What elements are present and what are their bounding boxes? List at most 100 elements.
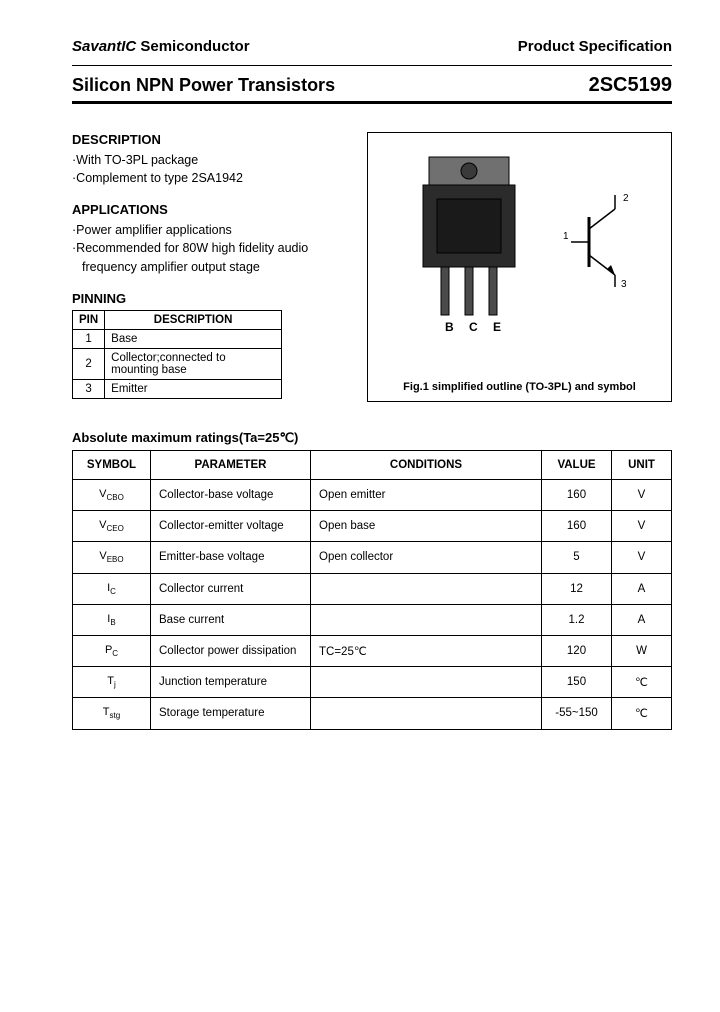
pin-2: 2 — [73, 348, 105, 379]
rating-unit: ℃ — [612, 667, 672, 698]
sym-label-3: 3 — [621, 279, 627, 290]
rating-unit: A — [612, 604, 672, 635]
pin-3: 3 — [73, 379, 105, 398]
rating-parameter: Collector-emitter voltage — [151, 511, 311, 542]
rating-value: 150 — [542, 667, 612, 698]
table-row: TjJunction temperature 150℃ — [73, 667, 672, 698]
rating-symbol: PC — [73, 635, 151, 666]
rating-conditions — [311, 604, 542, 635]
table-row: SYMBOL PARAMETER CONDITIONS VALUE UNIT — [73, 451, 672, 480]
upper-section: DESCRIPTION ·With TO-3PL package ·Comple… — [72, 132, 672, 402]
ratings-head: Absolute maximum ratings(Ta=25℃) — [72, 430, 672, 446]
rating-symbol: IC — [73, 573, 151, 604]
table-row: VEBOEmitter-base voltageOpen collector5V — [73, 542, 672, 573]
pin-3-desc: Emitter — [105, 379, 282, 398]
upper-left: DESCRIPTION ·With TO-3PL package ·Comple… — [72, 132, 349, 402]
figure-area: B C E 2 1 3 — [399, 147, 641, 337]
sym-label-1: 1 — [563, 231, 569, 242]
pin-2-desc: Collector;connected to mounting base — [105, 348, 282, 379]
rating-symbol: VCEO — [73, 511, 151, 542]
rating-parameter: Collector-base voltage — [151, 480, 311, 511]
col-conditions: CONDITIONS — [311, 451, 542, 480]
col-value: VALUE — [542, 451, 612, 480]
doc-title: Silicon NPN Power Transistors — [72, 75, 335, 96]
pin-label-b: B — [445, 320, 454, 334]
pin-1: 1 — [73, 329, 105, 348]
transistor-symbol-icon: 2 1 3 — [561, 187, 641, 297]
table-row: VCBOCollector-base voltageOpen emitter16… — [73, 480, 672, 511]
rating-symbol: Tj — [73, 667, 151, 698]
pinning-table: PIN DESCRIPTION 1 Base 2 Collector;conne… — [72, 310, 282, 399]
title-row: Silicon NPN Power Transistors 2SC5199 — [72, 74, 672, 97]
rating-unit: W — [612, 635, 672, 666]
table-row: 1 Base — [73, 329, 282, 348]
rating-conditions: Open base — [311, 511, 542, 542]
rating-unit: ℃ — [612, 698, 672, 729]
rating-value: 1.2 — [542, 604, 612, 635]
rating-symbol: VCBO — [73, 480, 151, 511]
rating-parameter: Collector current — [151, 573, 311, 604]
rating-unit: V — [612, 480, 672, 511]
table-row: IBBase current 1.2A — [73, 604, 672, 635]
rating-conditions: Open collector — [311, 542, 542, 573]
description-head: DESCRIPTION — [72, 132, 349, 147]
pin-label-c: C — [469, 320, 478, 334]
rating-unit: V — [612, 542, 672, 573]
ratings-table: SYMBOL PARAMETER CONDITIONS VALUE UNIT V… — [72, 450, 672, 730]
table-row: PCCollector power dissipationTC=25℃120W — [73, 635, 672, 666]
rating-value: -55~150 — [542, 698, 612, 729]
header-rule — [72, 65, 672, 66]
pin-1-desc: Base — [105, 329, 282, 348]
col-parameter: PARAMETER — [151, 451, 311, 480]
desc-item-1: ·Complement to type 2SA1942 — [72, 169, 349, 187]
part-number: 2SC5199 — [589, 74, 672, 97]
rating-conditions — [311, 698, 542, 729]
col-unit: UNIT — [612, 451, 672, 480]
rating-parameter: Collector power dissipation — [151, 635, 311, 666]
figure-caption: Fig.1 simplified outline (TO-3PL) and sy… — [403, 381, 636, 393]
rating-conditions: TC=25℃ — [311, 635, 542, 666]
applications-head: APPLICATIONS — [72, 202, 349, 217]
pinning-head: PINNING — [72, 291, 349, 306]
pin-col-pin: PIN — [73, 310, 105, 329]
sym-label-2: 2 — [623, 193, 629, 204]
company-italic: SavantIC — [72, 38, 136, 55]
desc-item-0: ·With TO-3PL package — [72, 151, 349, 169]
col-symbol: SYMBOL — [73, 451, 151, 480]
rating-unit: V — [612, 511, 672, 542]
rating-value: 160 — [542, 480, 612, 511]
company-rest: Semiconductor — [136, 38, 249, 55]
table-row: ICCollector current 12A — [73, 573, 672, 604]
package-outline-icon: B C E — [399, 147, 539, 337]
app-item-2: frequency amplifier output stage — [72, 258, 349, 276]
rating-conditions — [311, 667, 542, 698]
rating-symbol: VEBO — [73, 542, 151, 573]
company-name: SavantIC Semiconductor — [72, 38, 250, 55]
title-rule — [72, 101, 672, 104]
rating-parameter: Emitter-base voltage — [151, 542, 311, 573]
spec-label: Product Specification — [518, 38, 672, 55]
pin-label-e: E — [493, 320, 501, 334]
rating-parameter: Junction temperature — [151, 667, 311, 698]
table-row: TstgStorage temperature -55~150℃ — [73, 698, 672, 729]
rating-symbol: IB — [73, 604, 151, 635]
rating-value: 160 — [542, 511, 612, 542]
rating-value: 5 — [542, 542, 612, 573]
rating-conditions — [311, 573, 542, 604]
table-row: 3 Emitter — [73, 379, 282, 398]
pin-col-desc: DESCRIPTION — [105, 310, 282, 329]
table-row: 2 Collector;connected to mounting base — [73, 348, 282, 379]
rating-value: 120 — [542, 635, 612, 666]
app-item-1: ·Recommended for 80W high fidelity audio — [72, 239, 349, 257]
app-item-0: ·Power amplifier applications — [72, 221, 349, 239]
page-header: SavantIC Semiconductor Product Specifica… — [72, 38, 672, 55]
rating-value: 12 — [542, 573, 612, 604]
rating-parameter: Storage temperature — [151, 698, 311, 729]
rating-conditions: Open emitter — [311, 480, 542, 511]
figure-box: B C E 2 1 3 Fig.1 simplified outline (TO… — [367, 132, 672, 402]
rating-unit: A — [612, 573, 672, 604]
rating-symbol: Tstg — [73, 698, 151, 729]
table-row: PIN DESCRIPTION — [73, 310, 282, 329]
rating-parameter: Base current — [151, 604, 311, 635]
table-row: VCEOCollector-emitter voltageOpen base16… — [73, 511, 672, 542]
